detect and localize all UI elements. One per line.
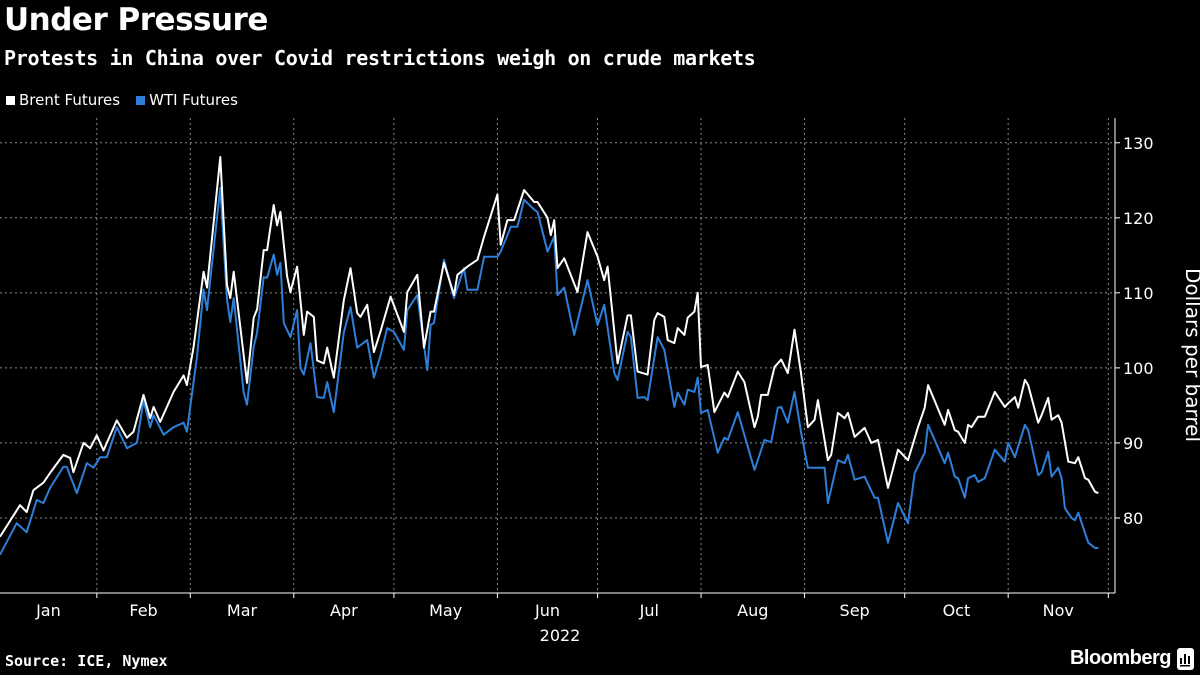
x-tick-label: Oct: [943, 601, 971, 620]
brand-name: Bloomberg: [1069, 647, 1172, 669]
x-tick-label: Aug: [737, 601, 768, 620]
x-tick-label: Jan: [35, 601, 61, 620]
y-axis-label: Dollars per barrel: [1181, 268, 1200, 442]
legend: Brent Futures WTI Futures: [6, 91, 238, 109]
x-tick-label: Jun: [534, 601, 560, 620]
series-lines: [0, 156, 1099, 556]
x-tick-label: Feb: [129, 601, 157, 620]
gridlines: [0, 118, 1115, 593]
legend-item-wti: WTI Futures: [136, 91, 238, 109]
wti-futures-line: [0, 186, 1099, 556]
legend-item-brent: Brent Futures: [6, 91, 120, 109]
axes: [0, 118, 1120, 598]
source-note: Source: ICE, Nymex: [5, 652, 168, 670]
y-tick-label: 120: [1123, 209, 1154, 228]
legend-label-brent: Brent Futures: [19, 91, 121, 109]
legend-swatch-wti: [136, 95, 146, 105]
tick-labels: 80 90 100 110 120 130 Jan Feb Mar Apr May Jun Jul Aug…: [35, 134, 1200, 645]
y-tick-label: 90: [1123, 434, 1143, 453]
x-tick-label: Sep: [840, 601, 870, 620]
chart-title: Under Pressure: [4, 2, 268, 38]
x-tick-label: May: [429, 601, 462, 620]
chart-subtitle: Protests in China over Covid restriction…: [4, 46, 756, 70]
bloomberg-terminal-icon: [1177, 647, 1194, 670]
legend-label-wti: WTI Futures: [149, 91, 238, 109]
x-tick-label: Apr: [330, 601, 358, 620]
y-tick-label: 130: [1123, 134, 1154, 153]
x-tick-label: Nov: [1043, 601, 1074, 620]
brent-futures-line: [0, 156, 1099, 538]
x-tick-label: Jul: [639, 601, 659, 620]
y-tick-label: 110: [1123, 284, 1154, 303]
bloomberg-logo: Bloomberg: [1070, 647, 1194, 670]
year-label: 2022: [540, 626, 581, 645]
legend-swatch-brent: [6, 95, 15, 105]
y-tick-label: 100: [1123, 359, 1154, 378]
x-tick-label: Mar: [227, 601, 258, 620]
y-tick-label: 80: [1123, 509, 1143, 528]
